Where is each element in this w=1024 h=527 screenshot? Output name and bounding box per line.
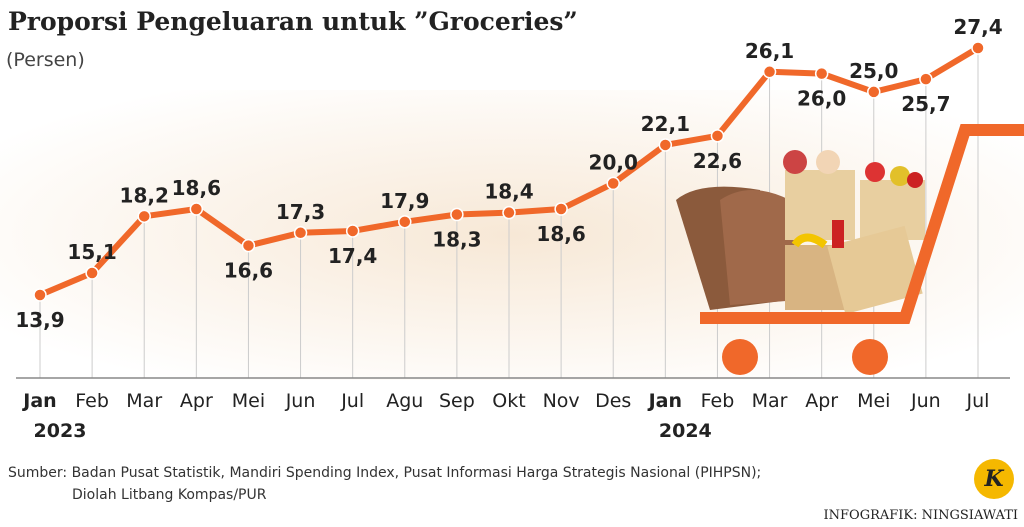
point [33, 288, 47, 302]
value-label: 18,4 [484, 180, 533, 204]
point [293, 226, 308, 240]
x-tick-label: Sep [439, 390, 475, 412]
value-label: 18,6 [536, 222, 585, 246]
x-tick-label: Feb [75, 390, 109, 412]
point [606, 176, 620, 191]
point [241, 238, 256, 253]
point [345, 224, 360, 238]
value-label: 18,3 [432, 227, 481, 251]
chart-title: Proporsi Pengeluaran untuk ”Groceries” [8, 7, 578, 36]
x-tick-label: Mei [857, 390, 890, 412]
x-tick-label: Jun [285, 390, 316, 412]
point [554, 202, 568, 216]
value-label: 26,1 [745, 39, 794, 63]
point [189, 202, 204, 216]
source: Sumber: Badan Pusat Statistik, Mandiri S… [8, 465, 761, 481]
value-label: 16,6 [224, 259, 273, 283]
x-tick-label: Mei [232, 390, 265, 412]
value-label: 27,4 [953, 15, 1002, 39]
value-label: 18,6 [172, 176, 221, 200]
x-tick-label: Mar [752, 390, 788, 412]
point [867, 85, 881, 99]
value-label: 18,2 [120, 183, 169, 207]
x-tick-label: Apr [805, 390, 838, 412]
value-label: 17,9 [380, 189, 429, 213]
value-label: 25,7 [901, 92, 950, 116]
credit: INFOGRAFIK: NINGSIAWATI [824, 508, 1019, 523]
x-tick-label: Des [595, 390, 631, 412]
point [658, 138, 673, 152]
value-label: 22,6 [693, 149, 742, 173]
logo-text: K [983, 466, 1004, 492]
x-tick-label: Jan 2024 [647, 390, 712, 442]
value-label: 20,0 [589, 150, 638, 174]
x-tick-label: Agu [386, 390, 423, 412]
point [814, 66, 829, 81]
value-label: 25,0 [849, 59, 898, 83]
point [762, 65, 777, 79]
point [450, 207, 464, 222]
x-tick-label: Mar [126, 390, 162, 412]
cart-illustration [676, 124, 1024, 375]
x-tick-label: Okt [492, 390, 525, 412]
x-tick-label: Jan 2023 [21, 390, 86, 442]
x-tick-label: Feb [701, 390, 735, 412]
value-label: 17,3 [276, 200, 325, 224]
x-tick-label: Jul [340, 390, 364, 412]
point [919, 72, 933, 86]
value-label: 26,0 [797, 87, 846, 111]
x-tick-label: Jul [966, 390, 990, 412]
point [710, 129, 725, 143]
logo [974, 459, 1014, 499]
subtitle: (Persen) [6, 49, 85, 71]
x-tick-label: Jun [910, 390, 941, 412]
point [137, 209, 151, 224]
value-label: 13,9 [15, 308, 64, 332]
point [971, 41, 985, 55]
x-tick-label: Nov [543, 390, 580, 412]
x-tick-label: Apr [180, 390, 213, 412]
value-label: 15,1 [67, 240, 116, 264]
source: Diolah Litbang Kompas/PUR [72, 487, 267, 503]
value-label: 22,1 [641, 112, 690, 136]
point [85, 266, 99, 280]
point [502, 205, 516, 220]
value-label: 17,4 [328, 244, 377, 268]
point [398, 215, 412, 229]
